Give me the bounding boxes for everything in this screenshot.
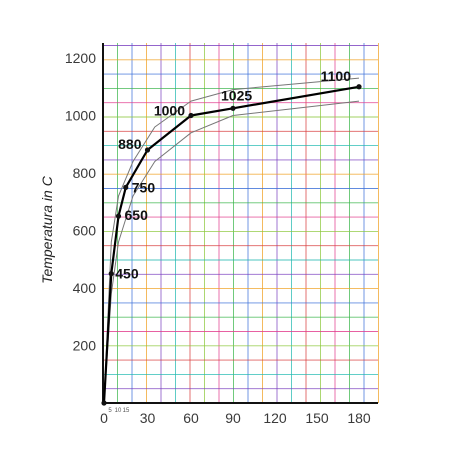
x-tick-label: 60 bbox=[183, 410, 199, 426]
x-minor-tick-label: 10 bbox=[115, 408, 122, 414]
series-main bbox=[101, 84, 362, 406]
y-tick-label: 800 bbox=[73, 165, 97, 181]
data-label: 450 bbox=[115, 266, 139, 282]
x-tick-label: 150 bbox=[305, 410, 329, 426]
data-point bbox=[101, 400, 107, 406]
band-lines bbox=[103, 77, 360, 404]
x-tick-label: 180 bbox=[347, 410, 371, 426]
data-label: 650 bbox=[125, 207, 149, 223]
data-point bbox=[108, 271, 114, 277]
y-tick-label: 400 bbox=[73, 280, 97, 296]
data-point bbox=[356, 84, 362, 90]
series-line-main bbox=[102, 85, 360, 404]
series-line-lower-band bbox=[103, 100, 360, 404]
x-tick-label: 120 bbox=[263, 410, 287, 426]
data-label: 1000 bbox=[154, 103, 185, 119]
x-tick-label: 0 bbox=[100, 410, 108, 426]
data-point bbox=[123, 184, 129, 190]
data-point bbox=[144, 147, 151, 153]
y-tick-label: 600 bbox=[73, 223, 97, 239]
data-label: 880 bbox=[118, 136, 142, 152]
data-label: 750 bbox=[132, 179, 156, 195]
data-point bbox=[230, 105, 236, 111]
y-tick-label: 200 bbox=[73, 338, 97, 354]
y-tick-label: 1200 bbox=[65, 50, 96, 66]
data-point bbox=[188, 112, 194, 119]
x-tick-label: 90 bbox=[225, 410, 241, 426]
series-line-upper-band bbox=[103, 77, 360, 404]
x-tick-label: 30 bbox=[140, 410, 156, 426]
axes bbox=[102, 43, 378, 404]
x-minor-tick-label: 15 bbox=[123, 408, 130, 414]
y-axis-label: Temperatura in C bbox=[39, 175, 55, 284]
data-label: 1025 bbox=[221, 87, 252, 103]
data-point bbox=[115, 213, 122, 219]
y-tick-label: 1000 bbox=[65, 108, 96, 124]
data-labels: 450 650 750 880 1000 1025 1100 bbox=[115, 68, 351, 282]
data-label: 1100 bbox=[321, 68, 352, 84]
x-minor-tick-label: 5 bbox=[108, 408, 112, 414]
